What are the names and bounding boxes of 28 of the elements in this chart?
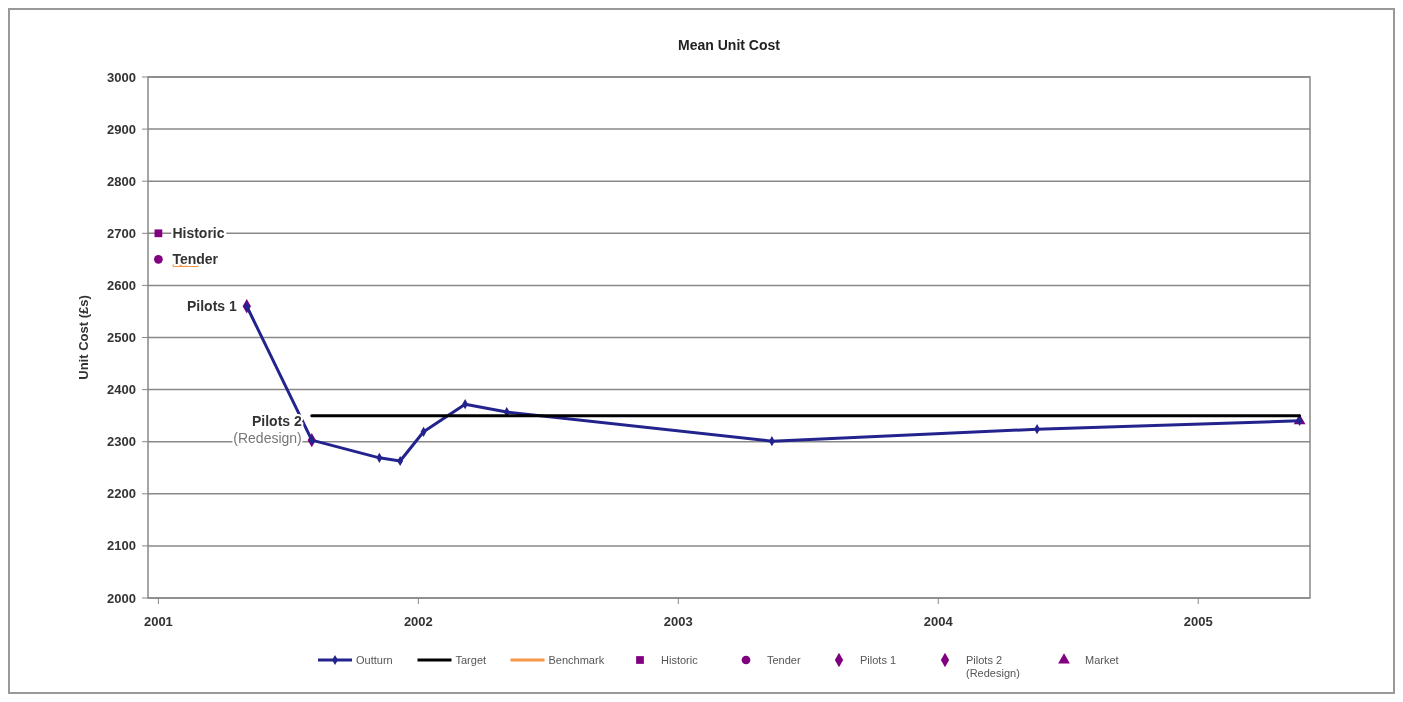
y-tick-label: 2800 — [107, 173, 136, 189]
legend-label: Pilots 1 — [860, 653, 897, 666]
x-tick-label: 2002 — [403, 614, 433, 629]
legend-label: Historic — [661, 653, 699, 666]
legend-label: Target — [455, 653, 487, 666]
y-tick-label: 2700 — [107, 225, 136, 241]
annotation: Tender — [172, 251, 219, 268]
x-tick-label: 2003 — [663, 614, 693, 629]
legend-label: Pilots 2 (Redesign) — [966, 653, 1020, 679]
y-tick-label: 2300 — [107, 434, 136, 450]
y-tick-label: 2000 — [107, 590, 136, 606]
legend-label: Market — [1085, 653, 1119, 666]
y-tick-label: 2100 — [107, 538, 136, 554]
chart-title: Mean Unit Cost — [678, 37, 781, 53]
annotation: Pilots 1 — [186, 298, 237, 315]
x-tick-label: 2001 — [143, 614, 173, 629]
y-axis-title: Unit Cost (£s) — [76, 295, 91, 380]
y-tick-label: 2600 — [107, 277, 136, 293]
y-tick-label: 2900 — [107, 121, 136, 137]
y-tick-label: 3000 — [107, 69, 136, 85]
legend-label: Benchmark — [548, 653, 605, 666]
legend-label: Outturn — [356, 653, 393, 666]
x-tick-label: 2004 — [923, 614, 954, 629]
y-tick-label: 2200 — [107, 486, 136, 502]
y-tick-label: 2400 — [107, 382, 136, 398]
legend-label: Tender — [767, 653, 801, 666]
y-tick-label: 2500 — [107, 330, 136, 346]
x-tick-label: 2005 — [1183, 614, 1213, 629]
